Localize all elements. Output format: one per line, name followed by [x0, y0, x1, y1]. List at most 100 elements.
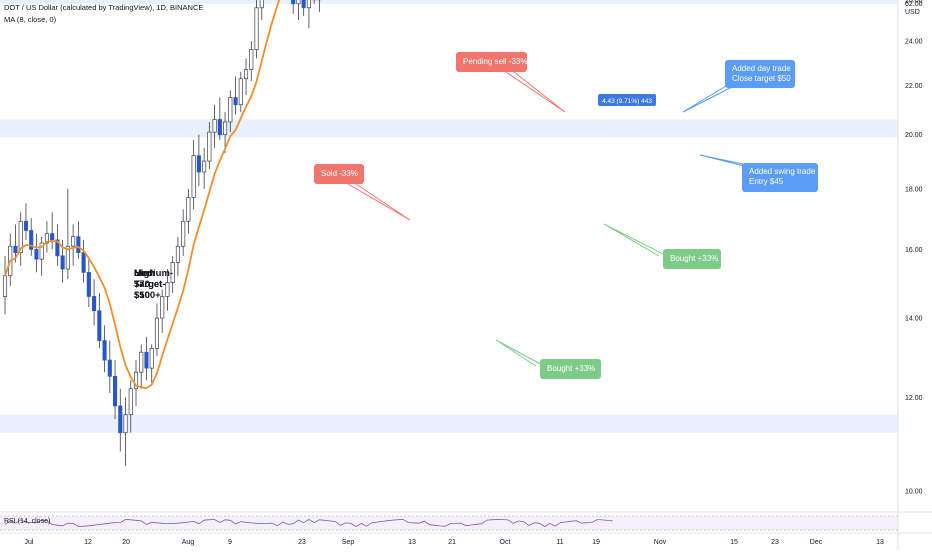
candle [249, 40, 254, 82]
candle-body [196, 155, 201, 173]
currency-label: USD [905, 9, 920, 16]
callout-bg [663, 249, 721, 269]
callout: Pending sell -33% [456, 52, 566, 113]
ma-indicator-label[interactable]: MA (8, close, 0) [4, 15, 57, 24]
candle-body [207, 131, 212, 162]
candle-body [23, 220, 29, 231]
candle-body [291, 0, 296, 5]
candle-body [170, 262, 175, 283]
candle-body [228, 97, 233, 123]
candle [254, 0, 259, 59]
x-tick-label: Aug [182, 539, 195, 546]
candle [34, 233, 39, 273]
x-tick-label: 23 [298, 539, 306, 546]
callout-pointer [699, 154, 753, 167]
candle-body [60, 255, 65, 270]
ma-line [4, 0, 281, 390]
candle-body [112, 375, 118, 407]
candle [144, 336, 149, 381]
y-tick-label: 10.00 [905, 489, 923, 496]
candle [86, 259, 91, 308]
rsi-line [4, 519, 613, 527]
candle [29, 218, 34, 256]
support-zone [0, 414, 898, 433]
x-tick-label: Nov [654, 539, 667, 546]
candle-body [65, 245, 70, 270]
measure-label-bg [598, 94, 656, 106]
candle [55, 224, 60, 266]
candle-body [139, 351, 144, 373]
candle-body [81, 252, 86, 273]
callout-text: Bought +33% [670, 254, 718, 263]
candle [233, 76, 238, 115]
candle [39, 236, 44, 276]
callout-pointer [505, 71, 566, 113]
rsi-label: RSI (14, close) [4, 518, 50, 525]
candle [71, 224, 76, 266]
candle-body [50, 233, 55, 241]
candle-body [92, 296, 97, 312]
y-tick-label: 18.00 [905, 186, 923, 193]
candle [139, 344, 144, 389]
candle-body [243, 69, 249, 80]
candle-body [55, 239, 60, 257]
candle [291, 0, 296, 14]
candle-body [233, 97, 238, 106]
callout: Sold -33% [314, 164, 411, 221]
candle-body [18, 220, 23, 253]
note-medium-target: Medium- $70 [134, 268, 174, 290]
candle-body [160, 296, 165, 319]
symbol-title: DOT / US Dollar (calculated by TradingVi… [4, 3, 204, 12]
candle [306, 0, 311, 29]
candle-body [306, 0, 311, 9]
candle-body [212, 119, 217, 133]
candle-body [154, 317, 160, 349]
candle-body [165, 282, 170, 297]
candle-body [128, 388, 133, 416]
x-tick-label: 12 [84, 539, 92, 546]
candle [301, 0, 306, 16]
candle [133, 360, 139, 406]
callout-text: Sold -33% [321, 169, 358, 178]
callout-pointer [347, 183, 411, 221]
candle [160, 289, 165, 333]
candle [123, 397, 128, 466]
candle-body [97, 310, 102, 341]
candle [128, 380, 133, 433]
candle-body [86, 272, 91, 297]
candle [223, 112, 228, 154]
x-tick-label: 9 [228, 539, 232, 546]
callout-pointer [495, 339, 545, 367]
note-high-target: High Target- $100+ [134, 268, 166, 301]
callout-pointer [682, 85, 735, 113]
candle [202, 147, 207, 189]
candle [296, 0, 301, 20]
candle-body [175, 245, 180, 263]
callout-bg [742, 163, 818, 192]
candle [165, 269, 170, 311]
support-zone [0, 119, 898, 138]
x-tick-label: Oct [500, 539, 511, 546]
callout-bg [314, 164, 364, 184]
callout-text: Added day trade [732, 64, 791, 73]
callout-bg [725, 60, 795, 88]
candle [23, 203, 29, 240]
candle [196, 134, 201, 187]
callout: Bought +33% [495, 339, 601, 379]
candle [228, 90, 233, 133]
y-tick-label: 24.00 [905, 38, 923, 45]
callout-text: Pending sell -33% [463, 57, 527, 66]
callout-bg [456, 52, 527, 72]
candle-body [301, 0, 306, 9]
callout-bg [540, 359, 601, 379]
candle [259, 0, 264, 20]
candle-body [238, 78, 243, 106]
candle-body [2, 275, 8, 297]
candle [13, 224, 18, 263]
measure-label: 4.43 (9.71%) 443 [602, 98, 652, 105]
candle-body [217, 119, 222, 136]
candle [170, 255, 175, 293]
